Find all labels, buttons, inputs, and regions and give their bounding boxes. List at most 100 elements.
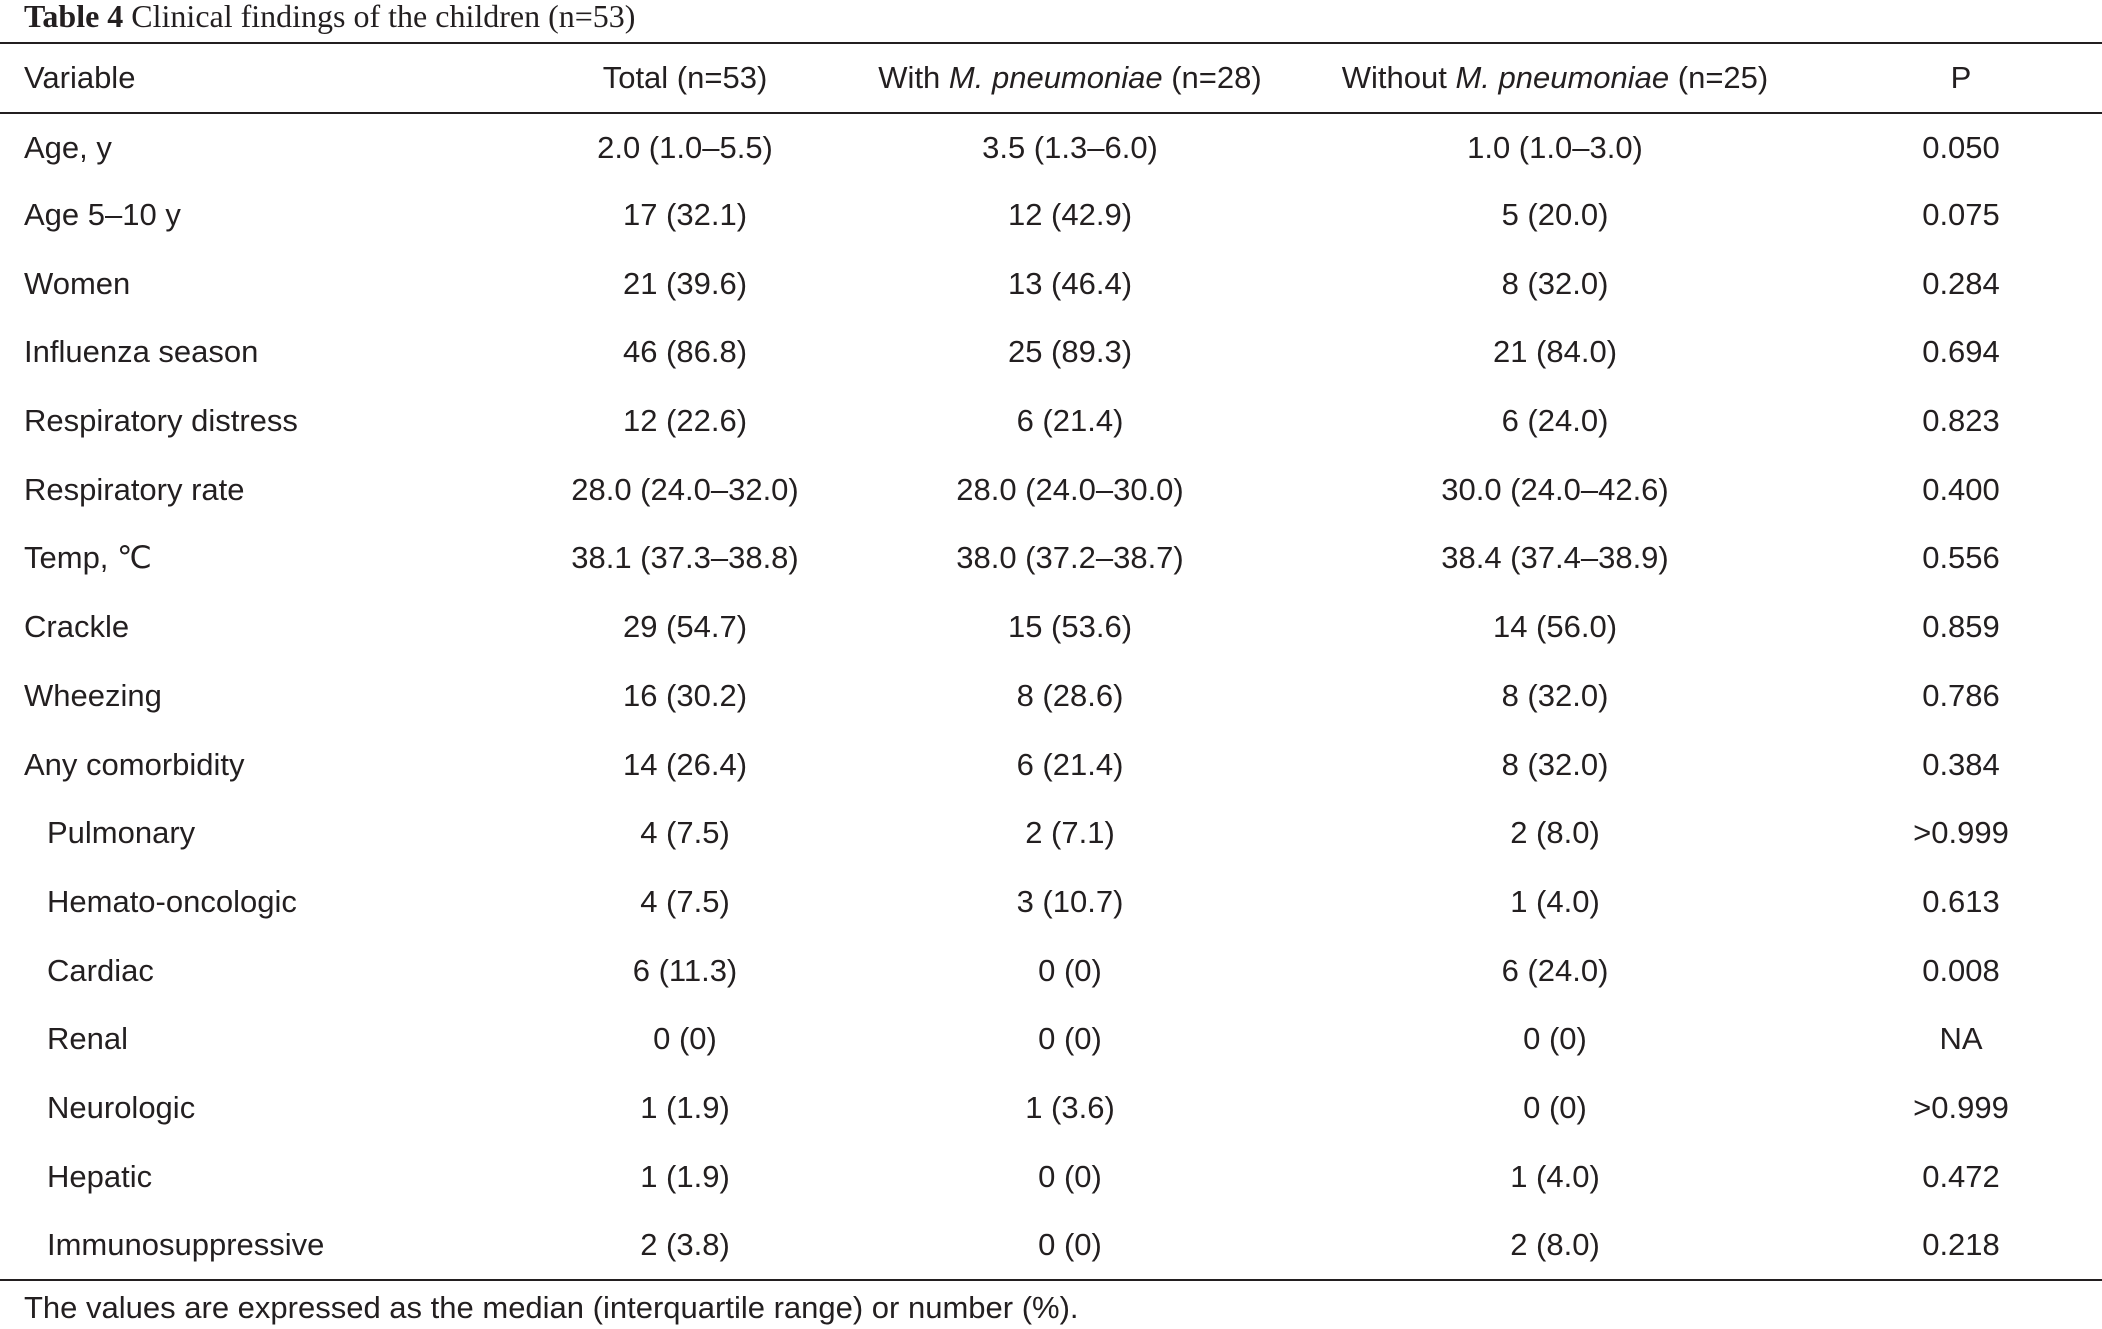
- table-row: Temp, ℃ 38.1 (37.3–38.8) 38.0 (37.2–38.7…: [0, 524, 2102, 593]
- row-with: 6 (21.4): [1016, 403, 1124, 439]
- row-p: 0.218: [1922, 1227, 2000, 1263]
- row-without: 21 (84.0): [1492, 334, 1618, 370]
- table-row: Women 21 (39.6) 13 (46.4) 8 (32.0) 0.284: [0, 249, 2102, 318]
- row-with: 2 (7.1): [1025, 815, 1115, 851]
- row-without: 8 (32.0): [1501, 746, 1609, 782]
- table-row: Wheezing 16 (30.2) 8 (28.6) 8 (32.0) 0.7…: [0, 662, 2102, 731]
- row-variable: Pulmonary: [47, 815, 196, 851]
- table-row: Immunosuppressive 2 (3.8) 0 (0) 2 (8.0) …: [0, 1211, 2102, 1280]
- table-caption: Table 4 Clinical findings of the childre…: [24, 0, 635, 32]
- row-without: 2 (8.0): [1510, 1227, 1600, 1263]
- row-without: 5 (20.0): [1501, 197, 1609, 233]
- row-total: 1 (1.9): [640, 1158, 730, 1194]
- row-variable: Immunosuppressive: [47, 1227, 325, 1263]
- table-row: Cardiac 6 (11.3) 0 (0) 6 (24.0) 0.008: [0, 936, 2102, 1005]
- header-with-suffix: (n=28): [1162, 60, 1262, 95]
- row-with: 13 (46.4): [1007, 265, 1133, 301]
- table-row: Respiratory rate 28.0 (24.0–32.0) 28.0 (…: [0, 455, 2102, 524]
- row-with: 3.5 (1.3–6.0): [982, 130, 1158, 166]
- row-p: 0.008: [1922, 952, 2000, 988]
- header-without-prefix: Without: [1341, 60, 1456, 95]
- header-p-value: P: [1950, 60, 1972, 95]
- row-total: 46 (86.8): [622, 334, 748, 370]
- row-with: 15 (53.6): [1007, 609, 1133, 645]
- row-variable: Age, y: [24, 130, 112, 166]
- table-row: Respiratory distress 12 (22.6) 6 (21.4) …: [0, 387, 2102, 456]
- row-variable: Temp, ℃: [24, 540, 152, 576]
- row-without: 8 (32.0): [1501, 677, 1609, 713]
- row-without: 14 (56.0): [1492, 609, 1618, 645]
- row-variable: Respiratory rate: [24, 471, 245, 507]
- row-variable: Women: [24, 265, 131, 301]
- row-variable: Crackle: [24, 609, 130, 645]
- row-variable: Any comorbidity: [24, 746, 245, 782]
- row-variable: Respiratory distress: [24, 403, 298, 439]
- row-total: 28.0 (24.0–32.0): [571, 471, 799, 507]
- table-row: Pulmonary 4 (7.5) 2 (7.1) 2 (8.0) >0.999: [0, 799, 2102, 868]
- row-variable: Influenza season: [24, 334, 259, 370]
- table-row: Neurologic 1 (1.9) 1 (3.6) 0 (0) >0.999: [0, 1074, 2102, 1143]
- table-footnote: The values are expressed as the median (…: [24, 1290, 1079, 1325]
- row-without: 6 (24.0): [1501, 952, 1609, 988]
- row-without: 8 (32.0): [1501, 265, 1609, 301]
- row-total: 6 (11.3): [632, 952, 738, 988]
- row-variable: Hemato-oncologic: [47, 883, 297, 919]
- row-with: 0 (0): [1038, 952, 1102, 988]
- row-with: 0 (0): [1038, 1021, 1102, 1057]
- row-variable: Wheezing: [24, 677, 162, 713]
- row-without: 0 (0): [1523, 1021, 1587, 1057]
- bottom-rule: [0, 1279, 2102, 1281]
- row-p: 0.050: [1922, 130, 2000, 166]
- row-p: 0.400: [1922, 471, 2000, 507]
- row-total: 21 (39.6): [622, 265, 748, 301]
- row-total: 38.1 (37.3–38.8): [571, 540, 799, 576]
- header-variable: Variable: [24, 60, 136, 95]
- row-total: 29 (54.7): [622, 609, 748, 645]
- row-with: 38.0 (37.2–38.7): [956, 540, 1184, 576]
- row-p: 0.556: [1922, 540, 2000, 576]
- row-variable: Neurologic: [47, 1089, 196, 1125]
- row-variable: Age 5–10 y: [24, 197, 181, 233]
- row-without: 0 (0): [1523, 1089, 1587, 1125]
- table-caption-label: Table 4: [24, 0, 124, 34]
- row-p: 0.823: [1922, 403, 2000, 439]
- row-total: 1 (1.9): [640, 1089, 730, 1125]
- table-row: Hemato-oncologic 4 (7.5) 3 (10.7) 1 (4.0…: [0, 868, 2102, 937]
- table-row: Any comorbidity 14 (26.4) 6 (21.4) 8 (32…: [0, 730, 2102, 799]
- row-p: NA: [1939, 1021, 1983, 1057]
- row-without: 30.0 (24.0–42.6): [1441, 471, 1669, 507]
- row-without: 6 (24.0): [1501, 403, 1609, 439]
- row-p: 0.284: [1922, 265, 2000, 301]
- row-with: 25 (89.3): [1007, 334, 1133, 370]
- row-p: >0.999: [1913, 1089, 2009, 1125]
- row-p: 0.075: [1922, 197, 2000, 233]
- row-p: 0.859: [1922, 609, 2000, 645]
- header-with-organism: M. pneumoniae: [948, 60, 1163, 95]
- row-variable: Cardiac: [47, 952, 154, 988]
- header-without-suffix: (n=25): [1669, 60, 1769, 95]
- row-without: 1 (4.0): [1510, 1158, 1600, 1194]
- table-row: Age 5–10 y 17 (32.1) 12 (42.9) 5 (20.0) …: [0, 181, 2102, 250]
- row-p: 0.694: [1922, 334, 2000, 370]
- top-rule: [0, 42, 2102, 44]
- row-without: 38.4 (37.4–38.9): [1441, 540, 1669, 576]
- table-row: Hepatic 1 (1.9) 0 (0) 1 (4.0) 0.472: [0, 1142, 2102, 1211]
- row-with: 0 (0): [1038, 1158, 1102, 1194]
- row-with: 8 (28.6): [1016, 677, 1124, 713]
- header-without-mp: Without M. pneumoniae (n=25): [1290, 44, 1820, 112]
- row-total: 2.0 (1.0–5.5): [597, 130, 773, 166]
- header-with-mp: With M. pneumoniae (n=28): [850, 44, 1290, 112]
- row-with: 12 (42.9): [1007, 197, 1133, 233]
- row-p: >0.999: [1913, 815, 2009, 851]
- row-p: 0.384: [1922, 746, 2000, 782]
- row-variable: Hepatic: [47, 1158, 153, 1194]
- row-without: 2 (8.0): [1510, 815, 1600, 851]
- row-without: 1.0 (1.0–3.0): [1467, 130, 1643, 166]
- header-total: Total (n=53): [602, 60, 768, 95]
- row-with: 3 (10.7): [1016, 883, 1124, 919]
- row-with: 0 (0): [1038, 1227, 1102, 1263]
- row-total: 2 (3.8): [640, 1227, 730, 1263]
- table-row: Influenza season 46 (86.8) 25 (89.3) 21 …: [0, 318, 2102, 387]
- row-total: 4 (7.5): [640, 883, 730, 919]
- clinical-findings-table: Variable Total (n=53) With M. pneumoniae…: [0, 44, 2102, 1280]
